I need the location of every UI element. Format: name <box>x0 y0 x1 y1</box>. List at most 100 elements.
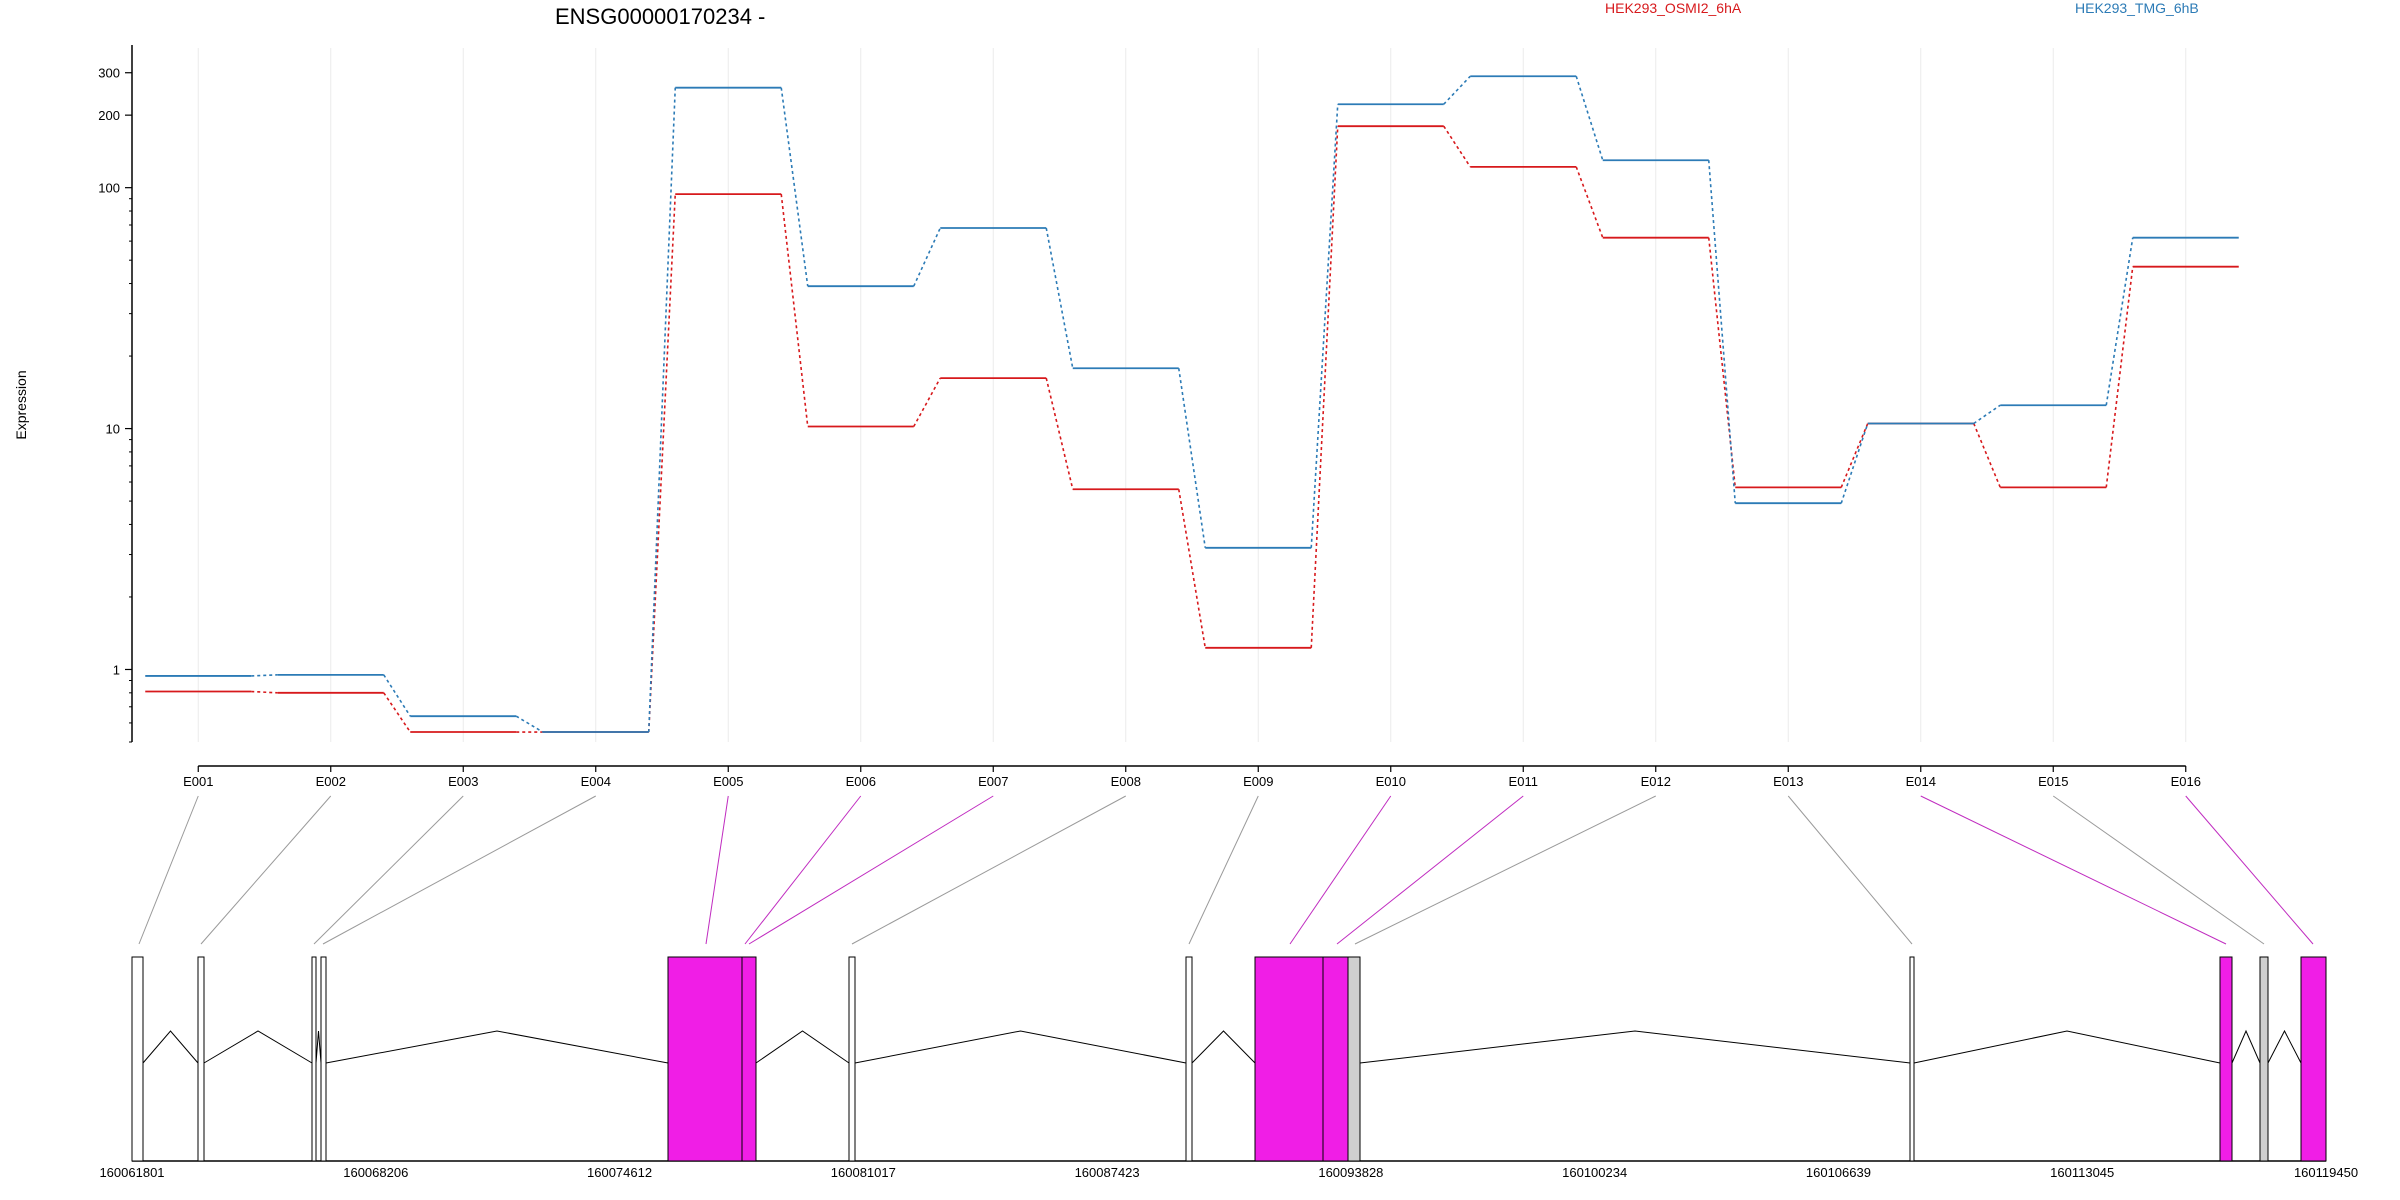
exon-connector <box>744 795 862 945</box>
exon-link-segment <box>1177 489 1207 648</box>
x-tick-label: E015 <box>2038 774 2068 789</box>
exon-link-segment <box>647 87 677 733</box>
exon-link-segment <box>1177 368 1207 548</box>
y-axis-title: Expression <box>13 370 29 439</box>
intron-line <box>142 1030 199 1064</box>
exon-link-segment <box>515 715 544 733</box>
x-tick-label: E013 <box>1773 774 1803 789</box>
x-tick-label: E004 <box>581 774 611 789</box>
exon-link-segment <box>1443 75 1471 105</box>
intron-line <box>1359 1030 1911 1064</box>
intron-line <box>755 1030 850 1064</box>
exon-connector <box>2185 795 2314 945</box>
x-tick-label: E012 <box>1641 774 1671 789</box>
exon-link-segment <box>383 674 411 717</box>
exon-link-segment <box>913 227 941 287</box>
exon-link-segment <box>780 194 809 427</box>
genomic-tick-label: 160106639 <box>1806 1165 1871 1180</box>
y-tick-label: 200 <box>98 108 120 123</box>
genomic-tick-label: 160119450 <box>2294 1165 2358 1180</box>
exon-box <box>2219 956 2233 1162</box>
grid-lines <box>197 48 2187 742</box>
series-1-line <box>145 125 2239 733</box>
exon-connector <box>1354 795 1656 945</box>
exon-box <box>1185 956 1193 1162</box>
legend-entry-series-1: HEK293_OSMI2_6hA <box>1605 0 1742 16</box>
exon-connector <box>1336 795 1524 945</box>
exon-connector <box>322 795 596 945</box>
x-tick-label: E001 <box>183 774 213 789</box>
intron-line <box>315 1030 322 1064</box>
intron-line <box>2231 1029 2261 1064</box>
intron-line <box>1913 1030 2221 1064</box>
genomic-tick-label: 160081017 <box>831 1165 896 1180</box>
x-tick-label: E010 <box>1376 774 1406 789</box>
exon-box <box>131 956 144 1162</box>
x-tick-label: E009 <box>1243 774 1273 789</box>
intron-line <box>203 1030 313 1064</box>
exon-link-segment <box>913 377 941 427</box>
exon-link-segment <box>1840 423 1869 504</box>
exon-box <box>320 956 327 1162</box>
series-lines <box>145 75 2239 733</box>
x-tick-label: E014 <box>1906 774 1936 789</box>
x-tick-label: E006 <box>846 774 876 789</box>
x-tick-label: E005 <box>713 774 743 789</box>
x-tick-label: E008 <box>1111 774 1141 789</box>
y-axis: 1 10 100 200 300 <box>98 45 133 743</box>
genomic-tick-label: 160074612 <box>587 1165 652 1180</box>
exon-link-segment <box>780 87 809 287</box>
exon-connector <box>200 795 332 945</box>
intron-line <box>2267 1029 2302 1064</box>
exon-link-segment <box>2105 237 2134 406</box>
exon-connector <box>748 795 994 945</box>
x-tick-label: E003 <box>448 774 478 789</box>
genomic-axis: 160061801 160068206 160074612 160081017 1600… <box>99 1165 2358 1180</box>
exon-connector <box>851 795 1126 945</box>
exon-link-segment <box>2105 266 2134 488</box>
exon-link-segment <box>1575 76 1604 161</box>
exon-link-segment <box>251 674 278 677</box>
genomic-tick-label: 160093828 <box>1318 1165 1383 1180</box>
legend-entry-series-2: HEK293_TMG_6hB <box>2075 0 2199 16</box>
exon-connector <box>705 795 729 945</box>
exon-connector <box>313 795 464 945</box>
y-tick-label: 100 <box>98 181 120 196</box>
exon-connector <box>1920 795 2227 945</box>
exon-box <box>197 956 205 1162</box>
genomic-tick-label: 160068206 <box>343 1165 408 1180</box>
x-tick-label: E011 <box>1509 774 1538 789</box>
exon-link-segment <box>1310 104 1339 548</box>
exon-box <box>2300 956 2327 1162</box>
exon-box <box>1909 956 1915 1162</box>
exon-box <box>848 956 856 1162</box>
exon-box <box>1322 956 1349 1162</box>
x-axis: E001 E002 E003 E004 E005 E006 E007 E008 E009 E010… <box>183 765 2201 789</box>
exon-link-segment <box>1973 423 2001 488</box>
exon-box <box>667 956 743 1162</box>
x-tick-label: E016 <box>2171 774 2201 789</box>
genomic-tick-label: 160087423 <box>1075 1165 1140 1180</box>
exon-link-segment <box>1973 404 2001 425</box>
exon-link-segment <box>1045 227 1074 369</box>
exon-connector-lines <box>138 795 2314 945</box>
y-tick-label: 300 <box>98 66 120 81</box>
y-tick-label: 10 <box>106 422 120 437</box>
exon-link-segment <box>1045 377 1074 490</box>
genomic-tick-label: 160061801 <box>99 1165 164 1180</box>
exon-connector <box>1188 795 1259 945</box>
exon-box <box>1347 956 1361 1162</box>
exon-link-segment <box>1443 125 1471 168</box>
exon-link-segment <box>251 690 278 694</box>
genomic-tick-label: 160100234 <box>1562 1165 1627 1180</box>
gene-model <box>131 956 2327 1162</box>
exon-connector <box>138 795 199 945</box>
exon-box <box>2259 956 2269 1162</box>
exon-link-segment <box>1310 126 1339 648</box>
intron-line <box>325 1030 669 1064</box>
y-tick-label: 1 <box>113 662 120 677</box>
exon-link-segment <box>1707 160 1737 504</box>
exon-box <box>1254 956 1324 1162</box>
genomic-tick-label: 160113045 <box>2050 1165 2114 1180</box>
